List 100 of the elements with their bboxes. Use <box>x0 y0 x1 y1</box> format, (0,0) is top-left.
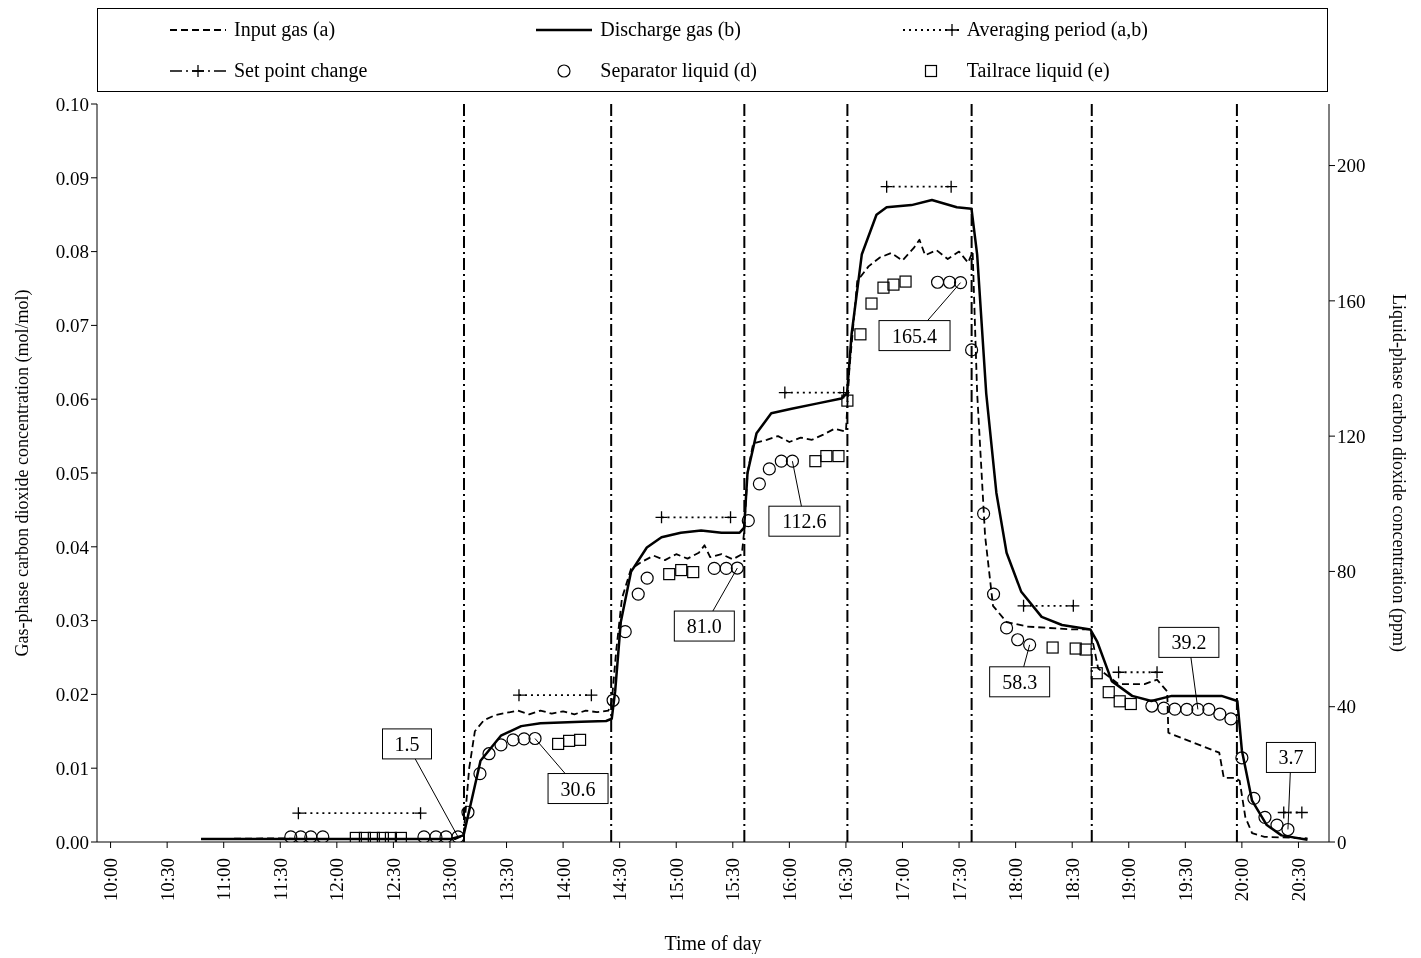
y-tick-label: 0.02 <box>55 684 89 706</box>
point <box>730 561 744 575</box>
point <box>820 449 833 463</box>
annotation: 3.7 <box>1278 746 1304 769</box>
point <box>785 454 800 468</box>
point <box>563 734 576 747</box>
point <box>1213 707 1227 721</box>
annotation: 112.6 <box>782 510 827 533</box>
x-tick-label: 14:30 <box>609 858 631 902</box>
point <box>687 566 700 579</box>
point <box>965 343 979 357</box>
point <box>854 328 867 341</box>
x-tick-label: 10:00 <box>100 858 122 902</box>
point <box>573 733 587 746</box>
point <box>618 625 632 639</box>
point <box>986 587 1001 601</box>
point <box>723 510 738 524</box>
legend-label: Set point change <box>234 59 368 82</box>
point <box>774 454 788 468</box>
point <box>394 831 407 842</box>
legend-label: Discharge gas (b) <box>600 18 742 41</box>
point <box>316 830 330 842</box>
point <box>899 275 912 288</box>
point <box>865 297 878 310</box>
point <box>675 563 688 577</box>
point <box>942 275 957 289</box>
y2-tick-label: 40 <box>1337 696 1356 718</box>
point <box>1145 699 1159 713</box>
point <box>494 738 508 752</box>
y-tick-label: 0.04 <box>55 536 90 558</box>
x-tick-label: 15:30 <box>722 858 744 902</box>
point <box>1090 667 1103 680</box>
point <box>1235 751 1249 765</box>
point <box>953 275 968 290</box>
x-tick-label: 14:00 <box>552 858 574 902</box>
point <box>376 831 389 842</box>
point <box>663 568 676 581</box>
point <box>1247 791 1261 805</box>
legend-label: Input gas (a) <box>234 18 336 41</box>
point <box>1066 599 1080 613</box>
point <box>1202 702 1216 717</box>
point <box>413 806 428 820</box>
x-tick-label: 19:30 <box>1174 858 1196 902</box>
point <box>439 830 453 842</box>
y-tick-label: 0.10 <box>55 93 89 115</box>
point <box>1270 818 1284 832</box>
point <box>1079 643 1092 656</box>
point <box>1011 633 1025 647</box>
point <box>349 831 362 842</box>
point <box>304 830 318 842</box>
y-tick-label: 0.00 <box>55 831 89 853</box>
point <box>1124 697 1137 711</box>
point <box>1180 702 1194 717</box>
x-tick-label: 15:00 <box>665 858 687 902</box>
x-tick-label: 11:30 <box>269 858 291 901</box>
point <box>654 510 669 524</box>
point <box>778 385 792 400</box>
point <box>606 693 620 707</box>
point <box>930 275 945 289</box>
annotation: 39.2 <box>1171 631 1207 654</box>
point <box>1191 702 1205 717</box>
y-tick-label: 0.05 <box>55 462 89 484</box>
point <box>1113 695 1126 708</box>
legend-label: Averaging period (a,b) <box>966 18 1148 41</box>
point <box>584 688 599 702</box>
x-axis-title: Time of day <box>664 932 762 955</box>
y2-tick-label: 200 <box>1337 155 1366 177</box>
y2-axis-title: Liquid-phase carbon dioxide concentration (ppm) <box>1387 294 1409 652</box>
annotation: 165.4 <box>892 324 938 347</box>
x-tick-label: 17:00 <box>891 858 913 902</box>
point <box>294 830 308 842</box>
point <box>517 732 531 746</box>
point <box>284 830 298 842</box>
point <box>752 477 766 491</box>
y-tick-label: 0.07 <box>55 315 89 337</box>
point <box>461 805 475 819</box>
point <box>741 514 755 528</box>
x-tick-label: 20:00 <box>1231 858 1253 902</box>
point <box>429 830 443 842</box>
point <box>1016 599 1031 613</box>
point <box>1157 701 1171 715</box>
point <box>291 806 306 820</box>
point <box>887 278 900 291</box>
x-tick-label: 18:30 <box>1061 858 1083 902</box>
x-tick-label: 10:30 <box>156 858 178 902</box>
x-tick-label: 13:30 <box>496 858 518 902</box>
point <box>999 621 1014 635</box>
point <box>451 830 465 842</box>
y-tick-label: 0.08 <box>55 241 89 263</box>
point <box>631 587 645 601</box>
point <box>417 830 431 842</box>
y2-tick-label: 160 <box>1337 290 1366 312</box>
point <box>482 747 496 761</box>
point <box>1023 638 1037 652</box>
point <box>944 180 958 194</box>
point <box>367 831 380 842</box>
point <box>1111 665 1126 679</box>
annotation: 30.6 <box>560 777 596 800</box>
y-tick-label: 0.01 <box>55 757 89 779</box>
annotation: 81.0 <box>686 615 722 638</box>
